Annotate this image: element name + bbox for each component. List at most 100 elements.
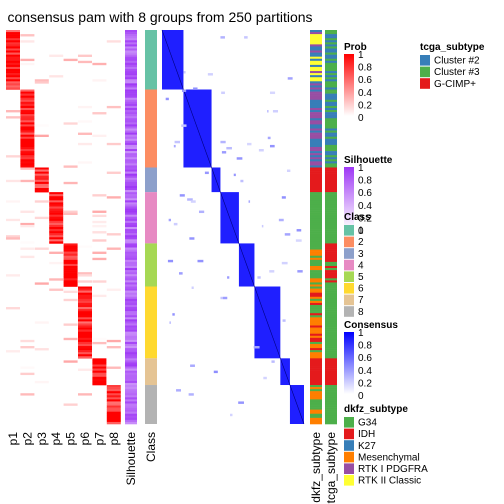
tcga-subtype-cell [325,231,337,234]
tcga-subtype-cell [325,304,337,308]
prob-cell [6,32,20,35]
legend-swatch [344,428,354,440]
silhouette-cell [125,48,137,51]
prob-cell [78,245,92,248]
dkfz-subtype-cell [310,216,322,220]
silhouette-cell [125,350,137,353]
silhouette-cell [125,75,137,78]
dkfz-subtype-cell [310,120,322,123]
silhouette-cell [125,116,137,119]
prob-cell [49,218,64,222]
tcga-subtype-cell [325,323,337,326]
prob-cell [92,220,107,224]
consensus-diagonal [211,167,221,193]
silhouette-cell [125,356,137,359]
column-label: p6 [78,432,92,446]
prob-cell [34,169,49,172]
tcga-subtype-cell [325,126,337,129]
dkfz-subtype-cell [310,118,322,121]
silhouette-cell [125,64,137,68]
tcga-subtype-cell [325,77,337,80]
prob-cell [63,58,78,62]
dkfz-subtype-cell [310,370,322,373]
silhouette-cell [125,343,137,347]
silhouette-cell [125,385,137,388]
prob-cell [20,140,35,144]
prob-cell [20,241,35,244]
prob-cell [106,403,121,406]
dkfz-subtype-cell [310,385,322,388]
prob-cell [20,62,35,66]
consensus-diagonal [161,29,184,90]
tcga-subtype-cell [325,194,337,197]
dkfz-subtype-cell [310,372,322,376]
prob-cell [78,313,92,316]
prob-cell [78,161,92,164]
tcga-subtype-cell [325,146,337,150]
legend-title: tcga_subtype [420,42,485,53]
consensus-offblock-cell [257,276,261,279]
silhouette-cell [125,358,137,361]
silhouette-cell [125,112,137,115]
silhouette-cell [125,366,137,369]
prob-cell [106,413,121,417]
silhouette-cell [125,376,137,380]
legend-title: Consensus [344,320,398,331]
tcga-subtype-cell [325,300,337,304]
silhouette-cell [125,239,137,242]
column-label: p2 [20,432,34,446]
prob-cell [6,274,20,277]
silhouette-cell [125,167,137,170]
dkfz-subtype-cell [310,165,322,168]
legend-title: Class [344,212,371,223]
class-bar [145,30,157,424]
prob-cell [106,105,121,109]
dkfz-subtype-cell [310,313,322,316]
tcga-subtype-cell [325,282,337,285]
prob-cell [20,130,35,133]
dkfz-subtype-cell [310,261,322,265]
prob-cell [106,233,121,236]
silhouette-cell [125,348,137,351]
tcga-subtype-cell [325,163,337,166]
prob-cell [20,91,35,94]
tcga-subtype-cell [325,263,337,267]
dkfz-subtype-cell [310,387,322,390]
silhouette-cell [125,270,137,273]
prob-cell [63,257,78,261]
consensus-offblock-cell [213,370,218,374]
tcga-subtype-cell [325,161,337,164]
tcga-subtype-cell [325,333,337,337]
silhouette-cell [125,403,137,406]
silhouette-cell [125,175,137,179]
prob-cell [92,374,107,378]
silhouette-cell [125,227,137,230]
prob-cell [78,333,92,337]
silhouette-cell [125,224,137,228]
tcga-subtype-cell [325,66,337,70]
dkfz-subtype-cell [310,300,322,304]
consensus-offblock-cell [230,413,233,417]
prob-cell [92,366,107,369]
tcga-subtype-cell [325,411,337,415]
prob-cell [106,366,121,369]
dkfz-subtype-cell [310,132,322,135]
silhouette-cell [125,68,137,72]
prob-cell [78,300,92,304]
prob-cell [20,155,35,158]
prob-cell [6,58,20,62]
dkfz-subtype-cell [310,302,322,306]
prob-cell [34,348,49,351]
legend-entry-label: G34 [358,418,377,429]
dkfz-subtype-cell [310,212,322,215]
legend-swatch [420,78,430,89]
prob-cell [20,99,35,103]
dkfz-subtype-cell [310,79,322,82]
dkfz-subtype-cell [310,378,322,382]
silhouette-cell [125,331,137,335]
dkfz-subtype-cell [310,327,322,330]
silhouette-cell [125,237,137,240]
legend-tick-label: 0 [358,226,364,237]
silhouette-cell [125,52,137,55]
tcga-subtype-cell [325,395,337,398]
